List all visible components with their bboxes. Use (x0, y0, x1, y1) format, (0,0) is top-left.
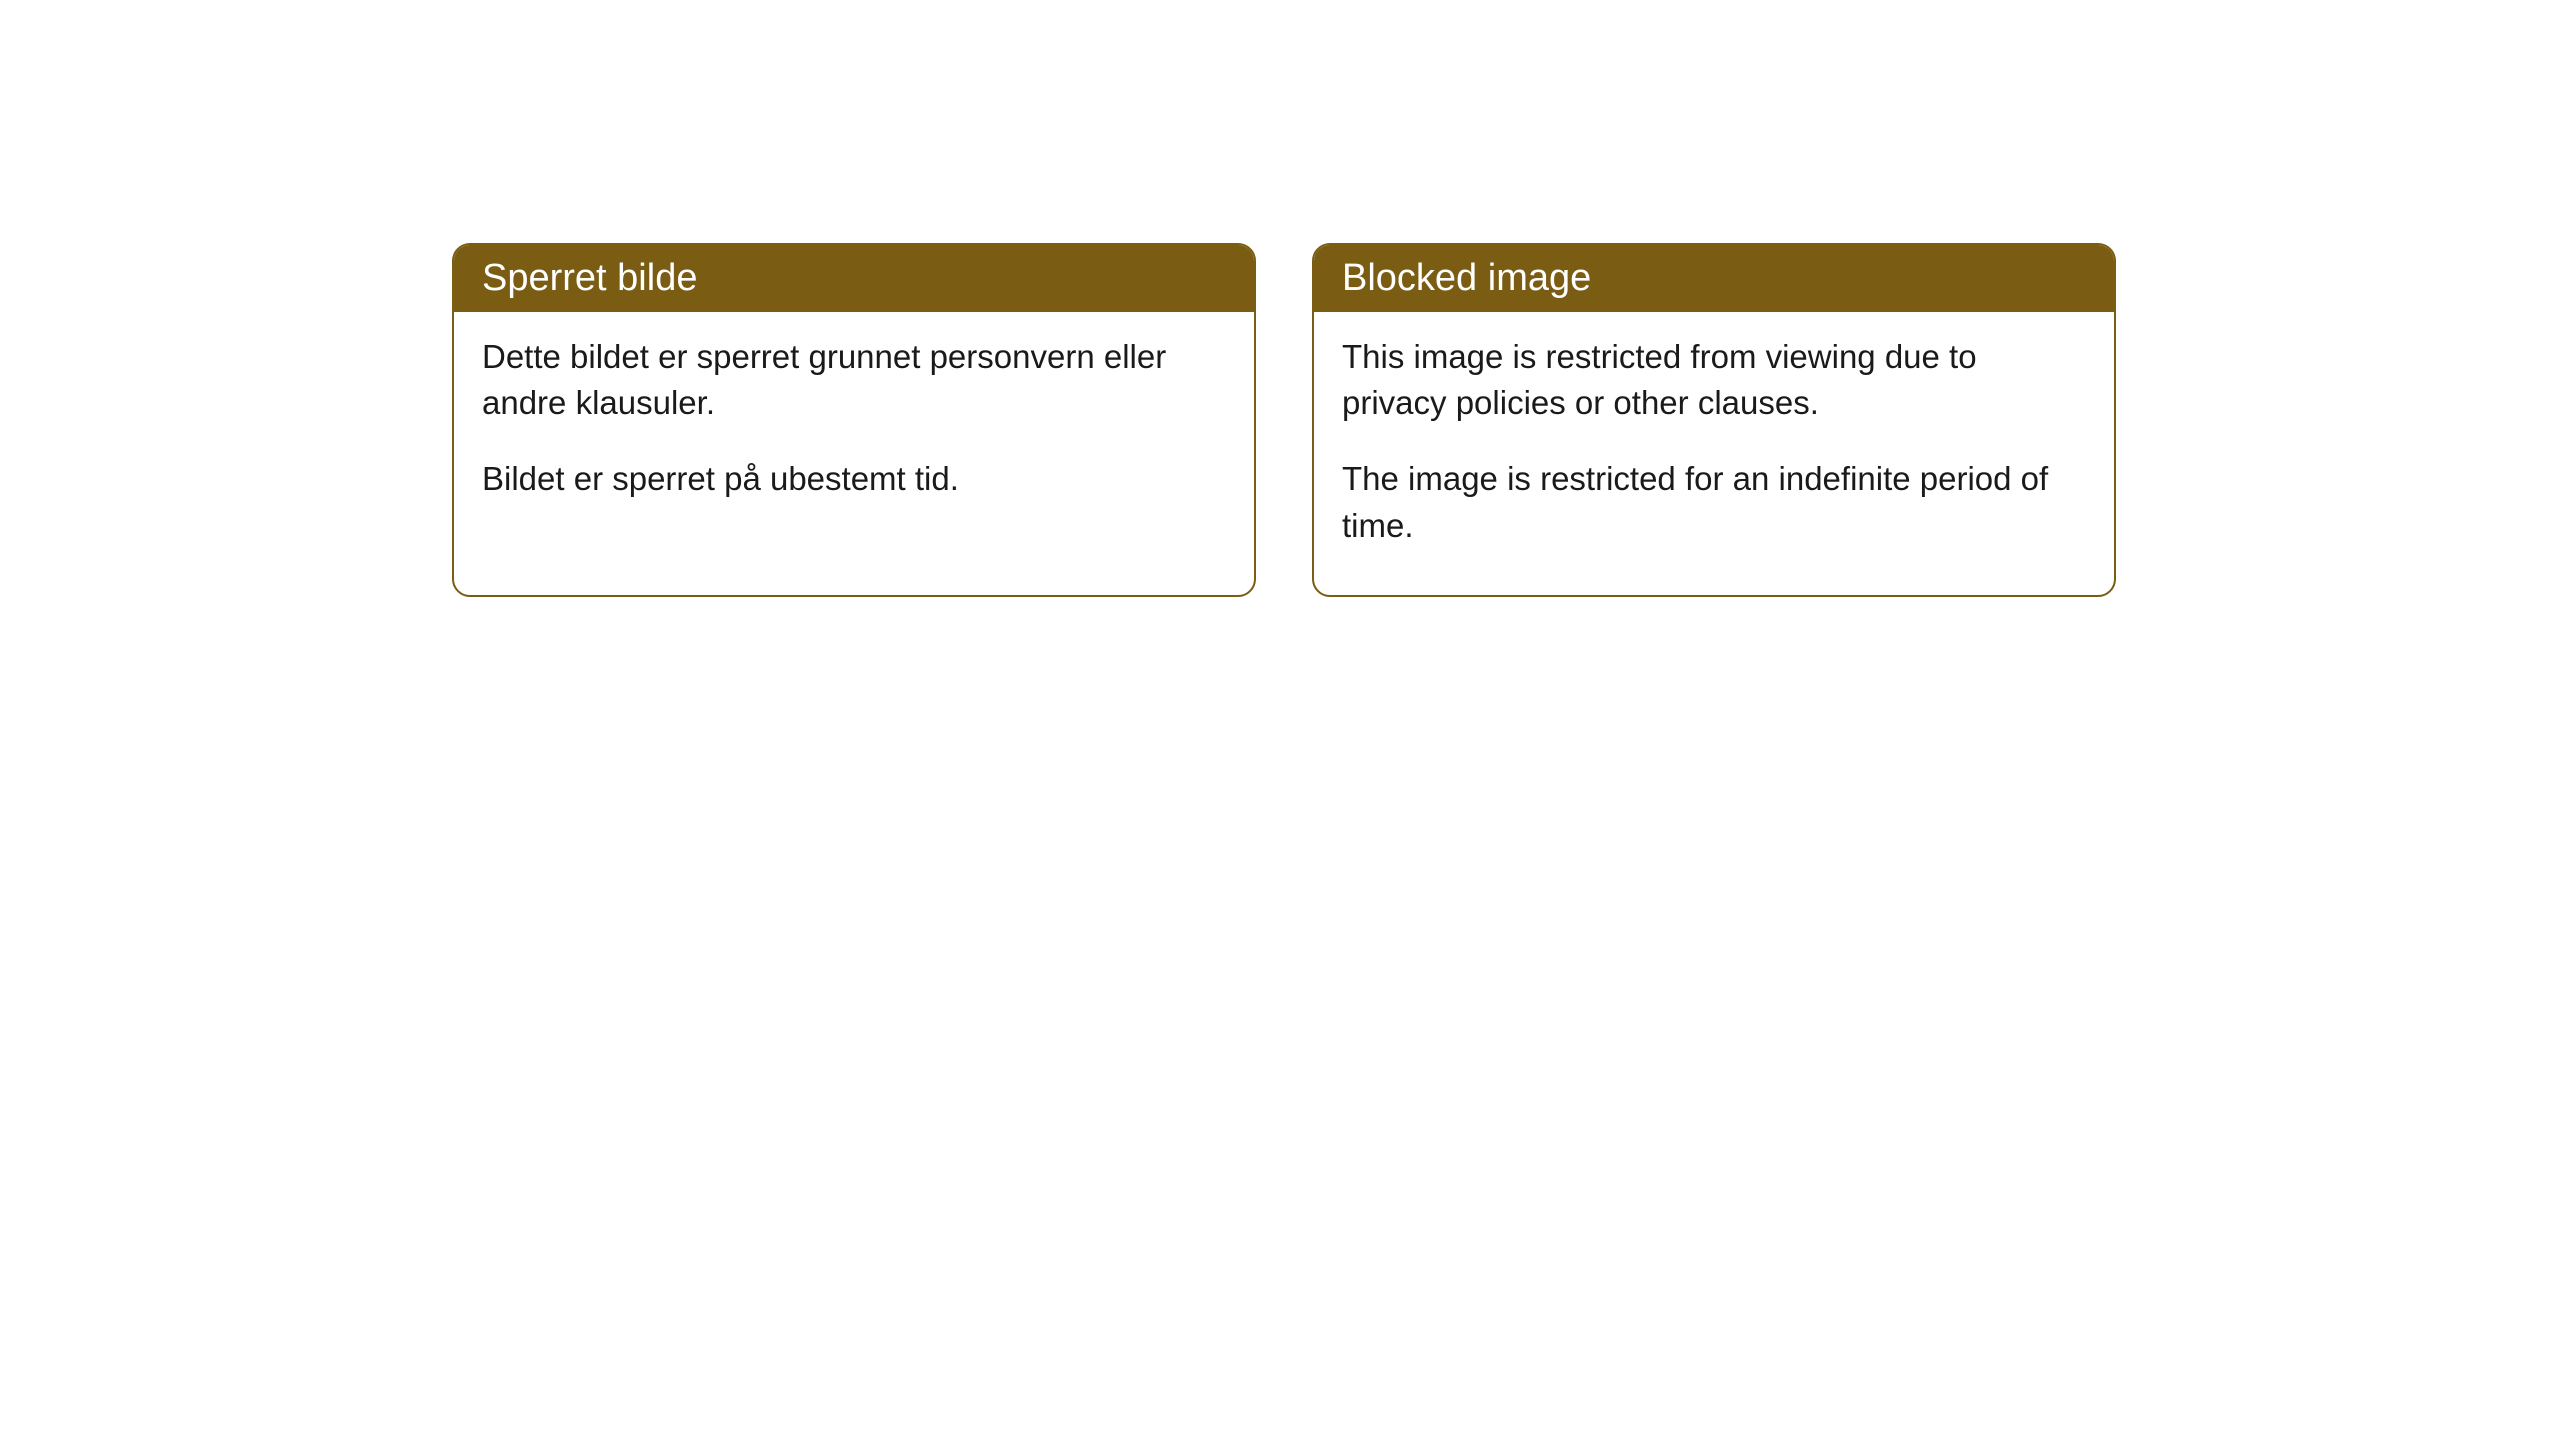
card-body: Dette bildet er sperret grunnet personve… (454, 312, 1254, 549)
card-paragraph-1: Dette bildet er sperret grunnet personve… (482, 334, 1226, 426)
card-paragraph-2: The image is restricted for an indefinit… (1342, 456, 2086, 548)
card-body: This image is restricted from viewing du… (1314, 312, 2114, 595)
card-header: Sperret bilde (454, 245, 1254, 312)
card-title: Blocked image (1342, 257, 1591, 299)
card-title: Sperret bilde (482, 257, 697, 299)
blocked-image-card-norwegian: Sperret bilde Dette bildet er sperret gr… (452, 243, 1256, 597)
card-paragraph-1: This image is restricted from viewing du… (1342, 334, 2086, 426)
card-header: Blocked image (1314, 245, 2114, 312)
cards-container: Sperret bilde Dette bildet er sperret gr… (452, 243, 2116, 597)
card-paragraph-2: Bildet er sperret på ubestemt tid. (482, 456, 1226, 502)
blocked-image-card-english: Blocked image This image is restricted f… (1312, 243, 2116, 597)
